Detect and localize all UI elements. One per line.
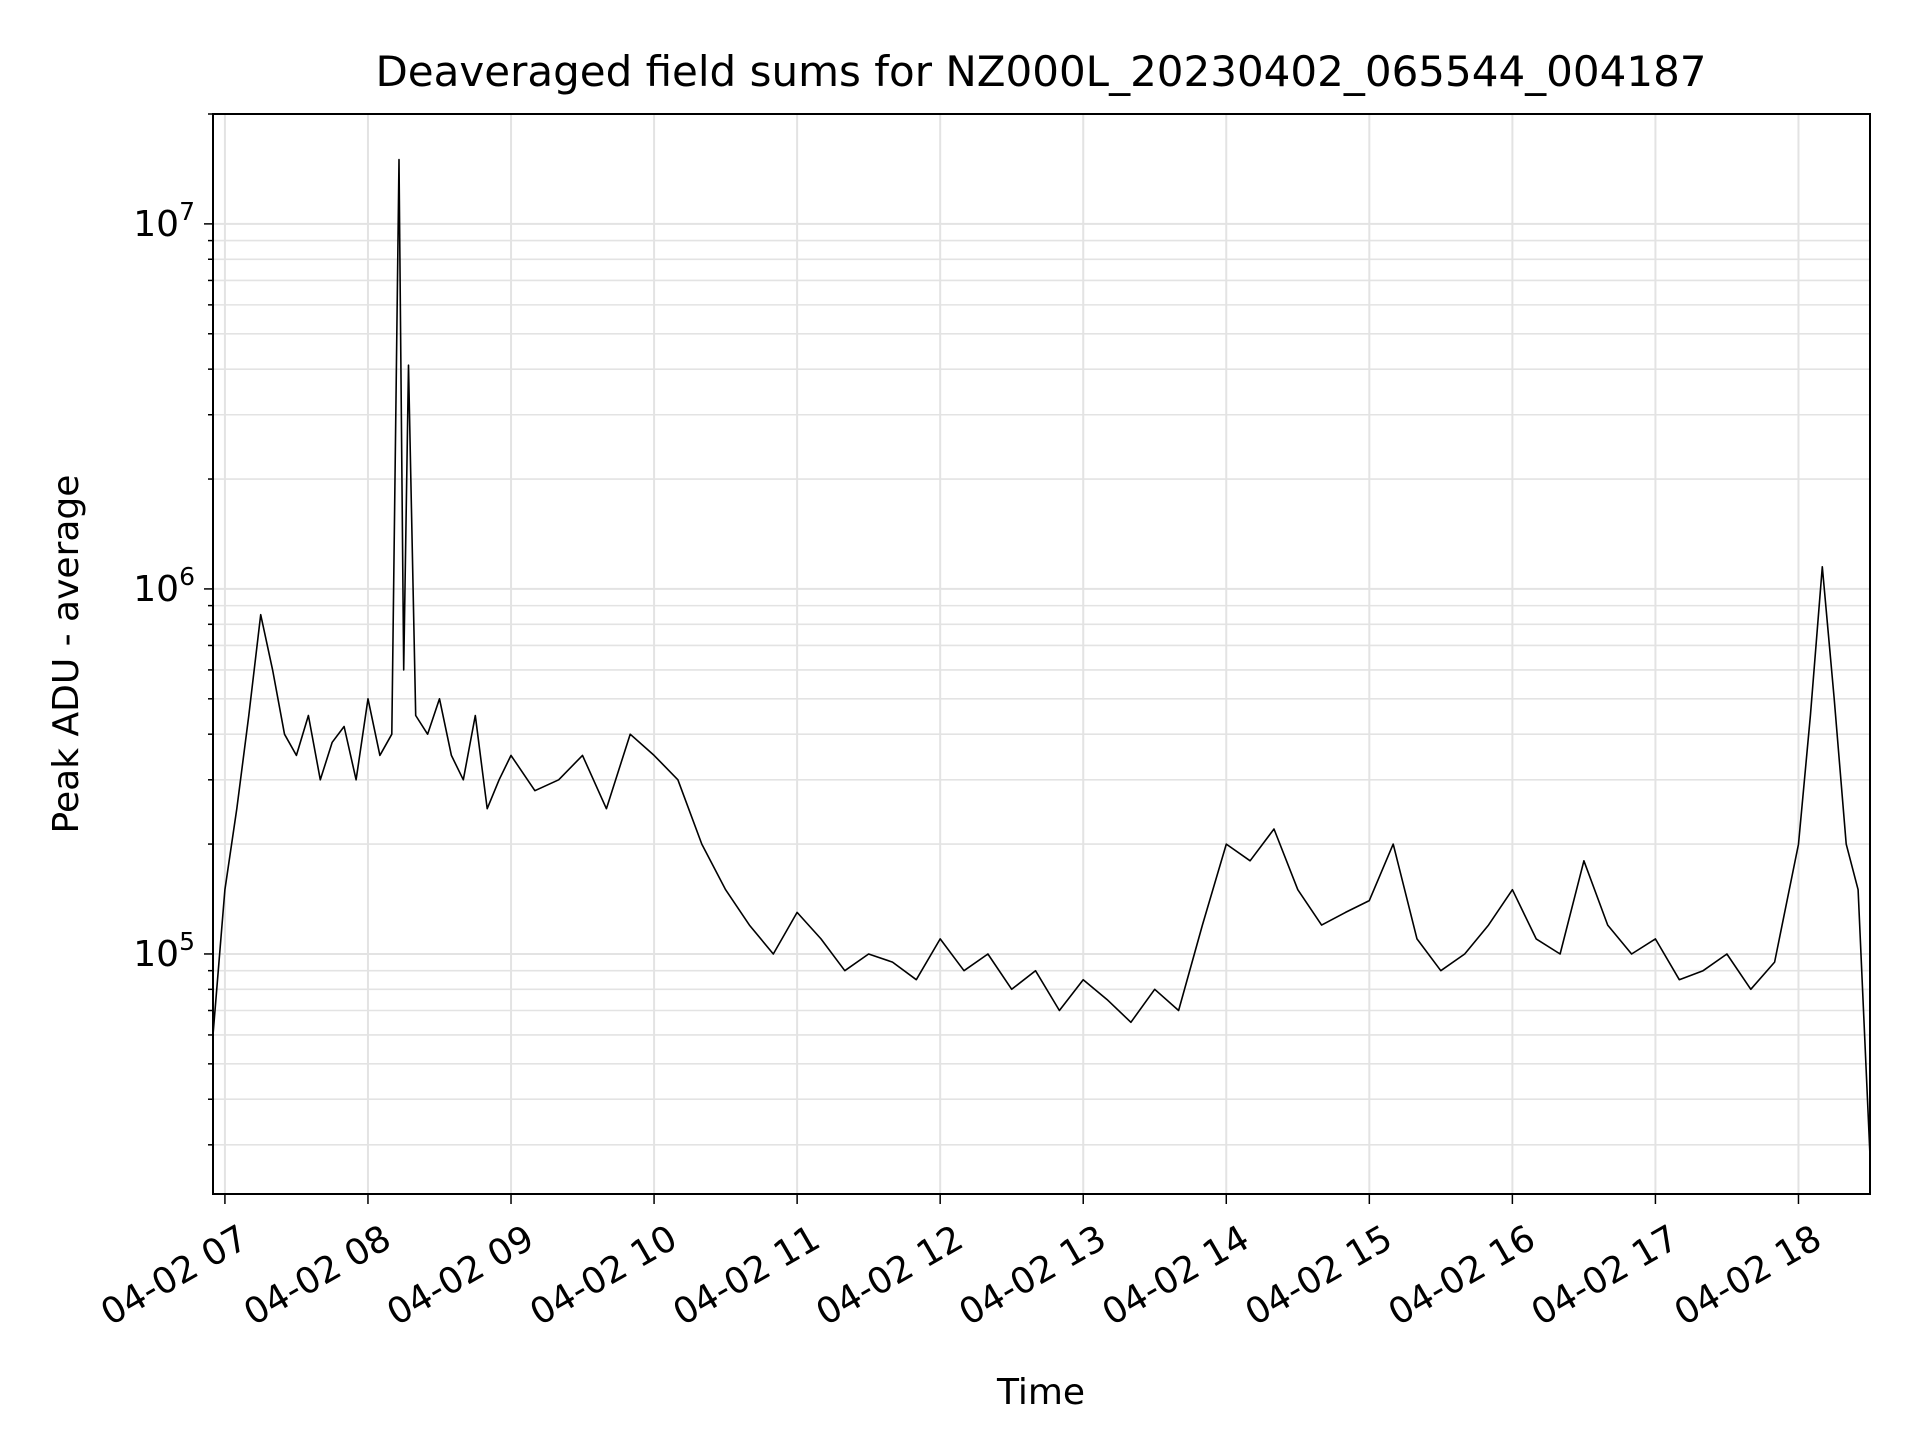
x-tick-label: 04-02 07: [94, 1218, 255, 1334]
plot-area: [212, 158, 1871, 1156]
x-tick-label: 04-02 18: [1668, 1218, 1829, 1334]
y-axis-label: Peak ADU - average: [46, 475, 87, 834]
x-tick-label: 04-02 16: [1382, 1218, 1543, 1334]
y-tick-label: 107: [133, 197, 195, 245]
x-tick-label: 04-02 11: [666, 1218, 827, 1334]
x-tick-label: 04-02 12: [809, 1218, 970, 1334]
y-tick-label: 105: [133, 927, 195, 975]
grid: [213, 113, 1870, 1194]
x-tick-label: 04-02 14: [1096, 1218, 1257, 1334]
x-axis-label: Time: [996, 1372, 1085, 1413]
series-line: [212, 158, 1871, 1156]
x-tick-label: 04-02 09: [380, 1218, 541, 1334]
x-tick-label: 04-02 17: [1525, 1218, 1686, 1334]
x-tick-label: 04-02 13: [953, 1218, 1114, 1334]
plot-frame: [212, 113, 1871, 1195]
x-tick-label: 04-02 08: [237, 1218, 398, 1334]
y-tick-label: 106: [133, 562, 195, 610]
chart-title: Deaveraged field sums for NZ000L_2023040…: [375, 47, 1706, 96]
x-tick-label: 04-02 10: [523, 1218, 684, 1334]
x-tick-label: 04-02 15: [1239, 1218, 1400, 1334]
